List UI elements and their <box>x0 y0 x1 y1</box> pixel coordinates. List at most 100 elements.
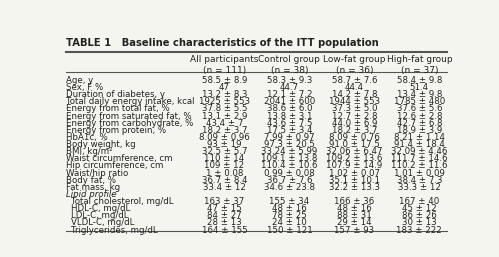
Text: 166 ± 36: 166 ± 36 <box>334 197 374 206</box>
Text: Triglycerides, mg/dL: Triglycerides, mg/dL <box>71 226 158 235</box>
Text: 43.4 ± 7: 43.4 ± 7 <box>206 119 243 128</box>
Text: 8.09 ± 0.76: 8.09 ± 0.76 <box>329 133 380 142</box>
Text: 58.5 ± 8.9: 58.5 ± 8.9 <box>202 76 247 85</box>
Text: 37.3 ± 5.0: 37.3 ± 5.0 <box>332 104 377 113</box>
Text: 32.09 ± 4.46: 32.09 ± 4.46 <box>391 147 448 156</box>
Text: 109.2 ± 13.6: 109.2 ± 13.6 <box>326 154 383 163</box>
Text: High-fat group
(n = 37): High-fat group (n = 37) <box>387 55 452 75</box>
Text: Age, y: Age, y <box>66 76 93 85</box>
Text: 167 ± 40: 167 ± 40 <box>399 197 440 206</box>
Text: 17.5 ± 3.4: 17.5 ± 3.4 <box>266 126 312 135</box>
Text: 91.0 ± 17.5: 91.0 ± 17.5 <box>329 140 380 149</box>
Text: 1944 ± 553: 1944 ± 553 <box>329 97 380 106</box>
Text: 163 ± 37: 163 ± 37 <box>204 197 245 206</box>
Text: 2041 ± 600: 2041 ± 600 <box>264 97 315 106</box>
Text: 38.6 ± 6.0: 38.6 ± 6.0 <box>266 104 312 113</box>
Text: 33.24 ± 5.99: 33.24 ± 5.99 <box>261 147 317 156</box>
Text: 88 ± 31: 88 ± 31 <box>337 211 372 220</box>
Text: 38.4 ± 7.3: 38.4 ± 7.3 <box>397 176 442 185</box>
Text: 110 ± 14: 110 ± 14 <box>204 154 245 163</box>
Text: 18.2 ± 3.7: 18.2 ± 3.7 <box>202 126 247 135</box>
Text: 155 ± 34: 155 ± 34 <box>269 197 309 206</box>
Text: 14.2 ± 7.8: 14.2 ± 7.8 <box>332 90 377 99</box>
Text: Total cholesterol, mg/dL: Total cholesterol, mg/dL <box>71 197 173 206</box>
Text: 1785 ± 480: 1785 ± 480 <box>394 97 445 106</box>
Text: Low-fat group
(n = 36): Low-fat group (n = 36) <box>323 55 386 75</box>
Text: 7.99 ± 0.97: 7.99 ± 0.97 <box>264 133 315 142</box>
Text: 43.6 ± 7.5: 43.6 ± 7.5 <box>266 119 312 128</box>
Text: Duration of diabetes, y: Duration of diabetes, y <box>66 90 165 99</box>
Text: 107.9 ± 14.9: 107.9 ± 14.9 <box>326 161 382 170</box>
Text: 13.2 ± 8.3: 13.2 ± 8.3 <box>202 90 247 99</box>
Text: 164 ± 155: 164 ± 155 <box>202 226 248 235</box>
Text: 24 ± 10: 24 ± 10 <box>272 218 307 227</box>
Text: 58.4 ± 9.8: 58.4 ± 9.8 <box>397 76 442 85</box>
Text: 13.8 ± 3.1: 13.8 ± 3.1 <box>266 112 312 121</box>
Text: 58.3 ± 9.3: 58.3 ± 9.3 <box>266 76 312 85</box>
Text: 1925 ± 553: 1925 ± 553 <box>199 97 250 106</box>
Text: 44.7: 44.7 <box>280 83 299 92</box>
Text: 12.1 ± 7.2: 12.1 ± 7.2 <box>266 90 312 99</box>
Text: 157 ± 93: 157 ± 93 <box>334 226 374 235</box>
Text: 97.3 ± 20.5: 97.3 ± 20.5 <box>264 140 315 149</box>
Text: BMI, kg/m²: BMI, kg/m² <box>66 147 113 156</box>
Text: Energy from protein, %: Energy from protein, % <box>66 126 166 135</box>
Text: 1.01 ± 0.09: 1.01 ± 0.09 <box>394 169 445 178</box>
Text: 36.7 ± 8.4: 36.7 ± 8.4 <box>202 176 247 185</box>
Text: Hip circumference, cm: Hip circumference, cm <box>66 161 164 170</box>
Text: LDL-C, mg/dL: LDL-C, mg/dL <box>71 211 128 220</box>
Text: 109 ± 12: 109 ± 12 <box>205 161 245 170</box>
Text: 33.3 ± 12: 33.3 ± 12 <box>398 183 441 192</box>
Text: 48 ± 16: 48 ± 16 <box>272 204 307 213</box>
Text: 12.7 ± 2.8: 12.7 ± 2.8 <box>332 112 377 121</box>
Text: 28 ± 13: 28 ± 13 <box>207 218 242 227</box>
Text: Energy from saturated fat, %: Energy from saturated fat, % <box>66 112 192 121</box>
Text: 42.7 ± 6.8: 42.7 ± 6.8 <box>397 119 442 128</box>
Text: Total daily energy intake, kcal: Total daily energy intake, kcal <box>66 97 195 106</box>
Text: Energy from total fat, %: Energy from total fat, % <box>66 104 170 113</box>
Text: VLDL-C, mg/dL: VLDL-C, mg/dL <box>71 218 134 227</box>
Text: 84 ± 27: 84 ± 27 <box>207 211 242 220</box>
Text: 8.21 ± 1.14: 8.21 ± 1.14 <box>394 133 445 142</box>
Text: 13.4 ± 9.8: 13.4 ± 9.8 <box>397 90 442 99</box>
Text: 33.4 ± 12: 33.4 ± 12 <box>203 183 246 192</box>
Text: 47: 47 <box>219 83 230 92</box>
Text: 32.06 ± 6.47: 32.06 ± 6.47 <box>326 147 383 156</box>
Text: 37.6 ± 5.6: 37.6 ± 5.6 <box>397 104 442 113</box>
Text: 47 ± 15: 47 ± 15 <box>207 204 242 213</box>
Text: 13.1 ± 2.9: 13.1 ± 2.9 <box>202 112 247 121</box>
Text: All participants
(n = 111): All participants (n = 111) <box>190 55 258 75</box>
Text: 44.0 ± 6.9: 44.0 ± 6.9 <box>332 119 377 128</box>
Text: Lipid profile: Lipid profile <box>66 190 117 199</box>
Text: 0.99 ± 0.08: 0.99 ± 0.08 <box>264 169 315 178</box>
Text: Body weight, kg: Body weight, kg <box>66 140 136 149</box>
Text: 8.09 ± 0.96: 8.09 ± 0.96 <box>199 133 250 142</box>
Text: Body fat, %: Body fat, % <box>66 176 116 185</box>
Text: Energy from carbohydrate, %: Energy from carbohydrate, % <box>66 119 194 128</box>
Text: Waist/hip ratio: Waist/hip ratio <box>66 169 128 178</box>
Text: 110.4 ± 10.6: 110.4 ± 10.6 <box>261 161 318 170</box>
Text: 12.6 ± 2.8: 12.6 ± 2.8 <box>397 112 442 121</box>
Text: 110.2 ± 11.6: 110.2 ± 11.6 <box>391 161 448 170</box>
Text: 36.7 ± 7.6: 36.7 ± 7.6 <box>266 176 312 185</box>
Text: Fat mass, kg: Fat mass, kg <box>66 183 120 192</box>
Text: 1.02 ± 0.07: 1.02 ± 0.07 <box>329 169 380 178</box>
Text: 109.1 ± 13.8: 109.1 ± 13.8 <box>261 154 317 163</box>
Text: 78 ± 25: 78 ± 25 <box>272 211 307 220</box>
Text: 32.2 ± 13.3: 32.2 ± 13.3 <box>329 183 380 192</box>
Text: HbA1c, %: HbA1c, % <box>66 133 108 142</box>
Text: 111.7 ± 14.6: 111.7 ± 14.6 <box>391 154 448 163</box>
Text: 183 ± 222: 183 ± 222 <box>396 226 442 235</box>
Text: Waist circumference, cm: Waist circumference, cm <box>66 154 173 163</box>
Text: 34.6 ± 23.8: 34.6 ± 23.8 <box>264 183 315 192</box>
Text: 30 ± 13: 30 ± 13 <box>402 218 437 227</box>
Text: 150 ± 121: 150 ± 121 <box>266 226 312 235</box>
Text: HDL-C, mg/dL: HDL-C, mg/dL <box>71 204 130 213</box>
Text: 18.2 ± 3.7: 18.2 ± 3.7 <box>332 126 377 135</box>
Text: 48 ± 16: 48 ± 16 <box>337 204 372 213</box>
Text: 35.1 ± 10.1: 35.1 ± 10.1 <box>329 176 380 185</box>
Text: 51.4: 51.4 <box>410 83 429 92</box>
Text: Control group
(n = 38): Control group (n = 38) <box>258 55 320 75</box>
Text: 45 ± 12: 45 ± 12 <box>402 204 437 213</box>
Text: 86 ± 26: 86 ± 26 <box>402 211 437 220</box>
